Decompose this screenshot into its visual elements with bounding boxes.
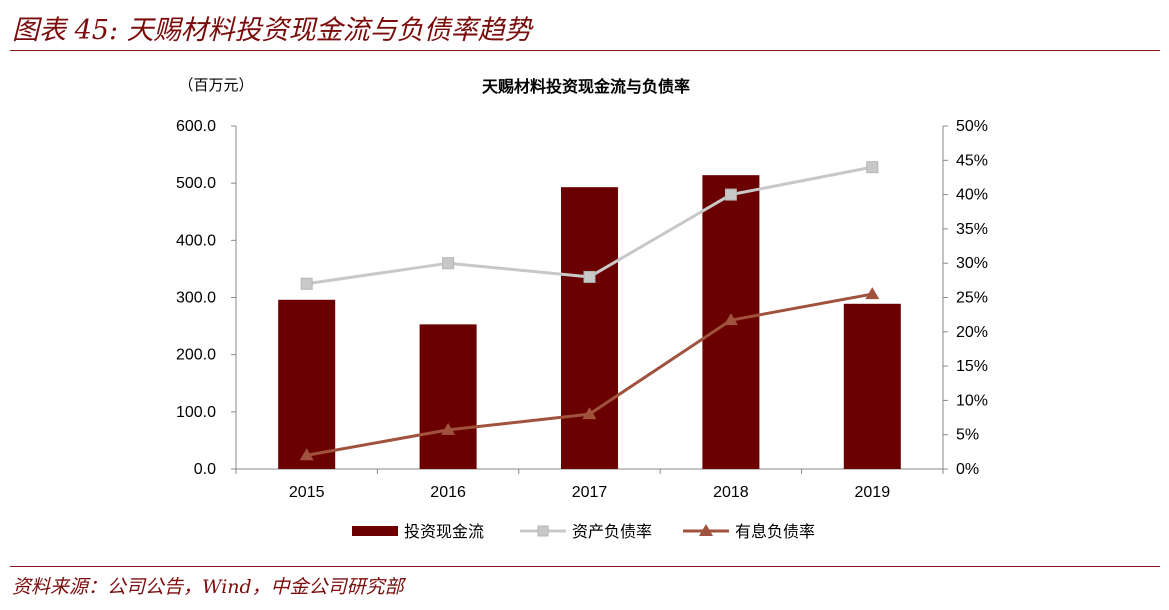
data-point [300,277,313,290]
figure-title: 图表 45: 天赐材料投资现金流与负债率趋势 [12,15,532,46]
y-left-tick-label: 100.0 [176,404,216,421]
data-point [865,287,880,300]
legend-marker [537,525,549,537]
y-right-tick-label: 30% [956,255,988,272]
y-right-tick-label: 40% [956,187,988,204]
line-series [299,161,880,461]
bar [278,299,336,469]
bar-series [278,175,901,469]
data-point [723,313,738,326]
chart: 天赐材料投资现金流与负债率 （百万元） 0.0 100.0 200.0 300.0 40… [176,76,988,541]
legend-swatch [352,526,398,536]
y-right-tick-label: 5% [956,427,979,444]
top-rule [10,50,1160,51]
legend-label: 投资现金流 [404,522,484,541]
chart-title: 天赐材料投资现金流与负债率 [482,77,690,96]
y-right-tick-label: 20% [956,324,988,341]
y-right-tick-label: 15% [956,358,988,375]
x-tick-label: 2018 [713,484,749,501]
x-tick-label: 2019 [855,484,891,501]
data-point [441,422,456,435]
legend: 投资现金流 资产负债率 有息负债率 [352,522,815,541]
bar [843,303,901,469]
y-left-tick-label: 300.0 [176,290,216,307]
y-left-tick-label: 500.0 [176,175,216,192]
y-right-tick-label: 25% [956,290,988,307]
data-point [583,270,596,283]
y-right-tick-label: 35% [956,221,988,238]
y-left-tick-label: 400.0 [176,232,216,249]
y-left-tick-label: 600.0 [176,118,216,135]
data-point [442,257,455,270]
y-left-tick-label: 200.0 [176,347,216,364]
source-note: 资料来源：公司公告，Wind，中金公司研究部 [12,576,404,598]
y-right-tick-label: 50% [956,118,988,135]
bar [561,187,618,469]
data-point [299,448,314,461]
y-right-tick-label: 10% [956,392,988,409]
data-point [866,161,879,174]
data-point [582,407,597,420]
data-point [724,188,737,201]
x-tick-label: 2017 [572,484,608,501]
legend-label: 资产负债率 [572,522,652,541]
bottom-rule [10,566,1160,567]
y-right-tick-label: 45% [956,152,988,169]
x-tick-label: 2015 [289,484,325,501]
bar [419,324,477,469]
y-right-tick-label: 0% [956,461,979,478]
x-tick-label: 2016 [430,484,466,501]
unit-label: （百万元） [178,76,253,94]
y-left-tick-label: 0.0 [194,461,216,478]
legend-label: 有息负债率 [735,522,815,541]
axes: 0.0 100.0 200.0 300.0 400.0 500.0 600.0 0% 5% 10%… [176,118,988,501]
legend-marker [699,524,713,536]
